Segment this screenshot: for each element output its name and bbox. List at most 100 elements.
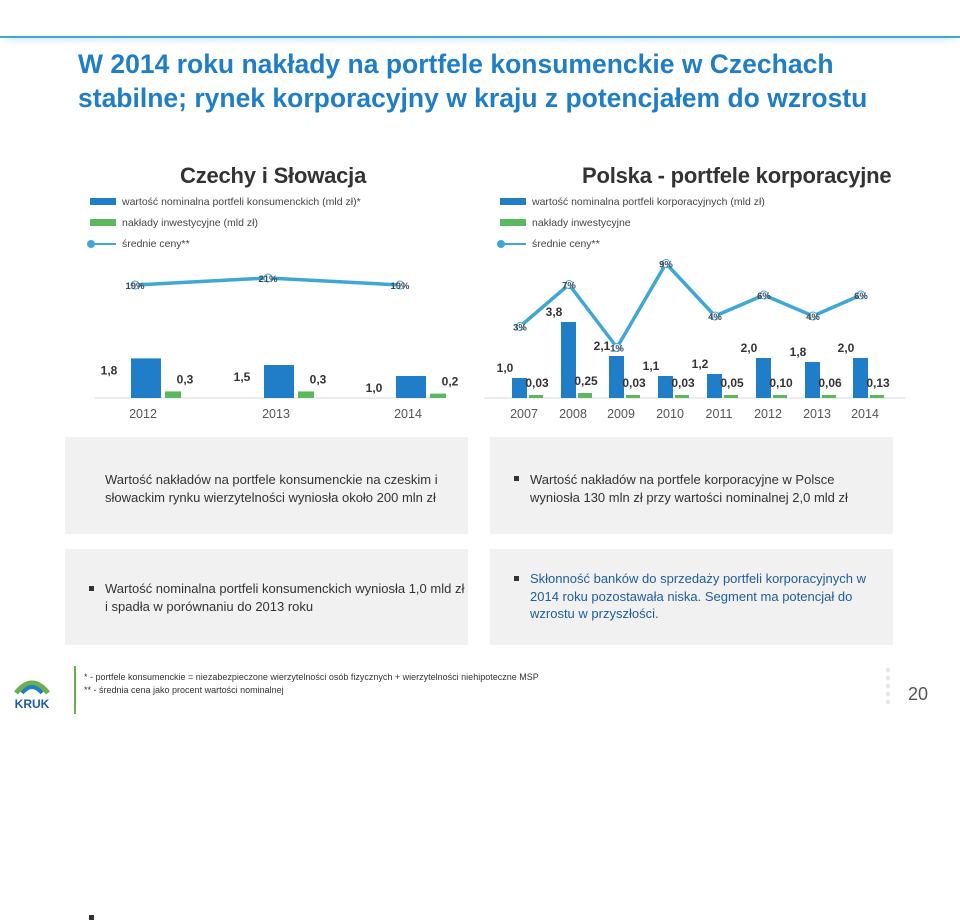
- footnotes: * - portfele konsumenckie = niezabezpiec…: [84, 671, 539, 697]
- info-box-right-1: Wartość nakładów na portfele korporacyjn…: [490, 437, 893, 534]
- invest-bar: [675, 395, 689, 398]
- right-legend: wartość nominalna portfeli korporacyjnyc…: [497, 195, 850, 255]
- x-tick-label: 2007: [510, 407, 538, 421]
- bullet: [514, 576, 519, 581]
- value-bar: [756, 358, 771, 398]
- price-label: 3%: [513, 323, 527, 334]
- info-box-text: Wartość nominalna portfeli konsumenckich…: [105, 581, 465, 614]
- right-panel-title: Polska - portfele korporacyjne: [582, 163, 892, 188]
- slide-title: W 2014 roku nakłady na portfele konsumen…: [78, 47, 918, 115]
- legend-label: nakłady inwestycyjne: [532, 217, 631, 229]
- invest-bar-label: 0,3: [310, 372, 327, 386]
- price-line: [134, 276, 401, 287]
- value-bar: [853, 358, 868, 398]
- bullet: [89, 586, 94, 591]
- price-line: [518, 261, 862, 350]
- bullet: [89, 915, 94, 920]
- info-box-left-1: Wartość nakładów na portfele konsumencki…: [65, 437, 468, 920]
- x-tick-label: 2008: [559, 407, 587, 421]
- invest-bar: [822, 395, 836, 398]
- invest-bar: [773, 395, 787, 398]
- value-bar-label: 1,8: [101, 363, 118, 377]
- price-point: [395, 280, 405, 290]
- invest-bar-label: 0,05: [720, 376, 744, 390]
- slide-title-line2: stabilne; rynek korporacyjny w kraju z p…: [78, 83, 868, 113]
- price-label: 7%: [562, 281, 576, 292]
- value-bar-label: 2,1: [594, 339, 611, 353]
- decorative-dots: [884, 668, 892, 714]
- invest-bar-label: 0,10: [769, 376, 793, 390]
- x-tick-label: 2009: [607, 407, 635, 421]
- footer-divider: [74, 666, 76, 714]
- price-label: 6%: [854, 291, 868, 302]
- price-point: [710, 311, 720, 321]
- info-box-right-2: Skłonność banków do sprzedaży portfeli k…: [490, 549, 893, 645]
- invest-bar: [626, 395, 640, 398]
- x-tick-label: 2013: [803, 407, 831, 421]
- legend-label: średnie ceny**: [122, 238, 190, 250]
- info-box-text: Skłonność banków do sprzedaży portfeli k…: [530, 571, 867, 621]
- info-box-text: Wartość nakładów na portfele korporacyjn…: [530, 472, 848, 505]
- value-bar: [561, 322, 576, 398]
- value-bar-label: 1,0: [366, 381, 383, 395]
- value-bar-label: 1,2: [692, 357, 709, 371]
- legend-swatch-invest: [500, 219, 526, 226]
- legend-swatch-invest: [90, 219, 116, 226]
- price-point: [759, 290, 769, 300]
- x-tick-label: 2010: [656, 407, 684, 421]
- footnote-1: * - portfele konsumenckie = niezabezpiec…: [84, 672, 539, 682]
- value-bar-label: 1,0: [497, 361, 514, 375]
- value-bar: [396, 376, 426, 398]
- price-label: 21%: [258, 274, 278, 285]
- invest-bar-label: 0,2: [442, 375, 459, 389]
- invest-bar: [529, 395, 543, 398]
- invest-bar-label: 0,13: [866, 376, 890, 390]
- value-bar: [609, 356, 624, 398]
- price-point: [856, 290, 866, 300]
- invest-bar: [724, 395, 738, 398]
- info-box-text: Wartość nakładów na portfele konsumencki…: [105, 472, 438, 505]
- slide-title-line1: W 2014 roku nakłady na portfele konsumen…: [78, 49, 834, 79]
- price-label: 4%: [708, 312, 722, 323]
- value-bar-label: 2,0: [741, 341, 758, 355]
- x-tick-label: 2014: [394, 407, 422, 421]
- x-tick-label: 2012: [129, 407, 157, 421]
- invest-bar: [430, 393, 446, 398]
- value-bar-label: 1,5: [234, 370, 251, 384]
- invest-bar: [165, 391, 181, 398]
- price-point: [130, 280, 140, 290]
- price-label: 19%: [125, 281, 145, 292]
- legend-swatch-bar: [90, 198, 116, 205]
- price-label: 1%: [610, 344, 624, 355]
- value-bar: [707, 374, 722, 398]
- invest-bar-label: 0,03: [622, 376, 646, 390]
- footnote-2: ** - średnia cena jako procent wartości …: [84, 685, 284, 695]
- invest-bar-label: 0,03: [671, 376, 695, 390]
- price-point: [612, 343, 622, 352]
- left-legend: wartość nominalna portfeli konsumenckich…: [87, 195, 440, 255]
- legend-swatch-line: [87, 240, 116, 248]
- price-label: 6%: [757, 291, 771, 302]
- price-point: [661, 259, 671, 268]
- legend-swatch-bar: [500, 198, 526, 205]
- price-label: 9%: [659, 260, 673, 271]
- logo-text: KRUK: [15, 697, 50, 711]
- price-point: [564, 280, 574, 289]
- invest-bar-label: 0,03: [525, 376, 549, 390]
- bullet: [514, 476, 519, 481]
- price-label: 19%: [390, 281, 410, 292]
- page-number: 20: [908, 684, 929, 704]
- legend-label: średnie ceny**: [532, 238, 600, 250]
- invest-bar: [870, 395, 884, 398]
- legend-label: wartość nominalna portfeli korporacyjnyc…: [532, 196, 765, 208]
- value-bar: [131, 358, 161, 398]
- left-panel-title: Czechy i Słowacja: [180, 163, 367, 188]
- invest-bar-label: 0,06: [818, 376, 842, 390]
- x-tick-label: 2011: [706, 407, 733, 421]
- value-bar-label: 2,0: [838, 341, 855, 355]
- value-bar: [658, 376, 673, 398]
- value-bar: [805, 362, 820, 398]
- invest-bar: [578, 393, 592, 398]
- invest-bar: [298, 391, 314, 398]
- legend-label: nakłady inwestycyjne (mld zł): [122, 217, 258, 229]
